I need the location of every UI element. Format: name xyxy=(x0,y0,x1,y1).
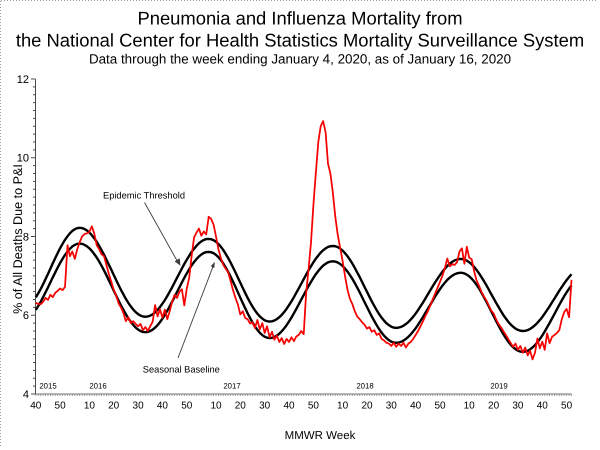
svg-text:40: 40 xyxy=(283,401,295,412)
svg-text:12: 12 xyxy=(17,74,29,86)
svg-text:30: 30 xyxy=(386,401,398,412)
svg-text:10: 10 xyxy=(210,401,222,412)
svg-text:MMWR Week: MMWR Week xyxy=(285,430,356,442)
svg-text:20: 20 xyxy=(235,401,247,412)
svg-text:50: 50 xyxy=(434,401,446,412)
svg-text:10: 10 xyxy=(337,401,349,412)
svg-text:50: 50 xyxy=(561,401,573,412)
svg-text:2017: 2017 xyxy=(223,382,240,391)
svg-text:10: 10 xyxy=(17,153,29,165)
svg-text:20: 20 xyxy=(361,401,373,412)
svg-text:50: 50 xyxy=(181,401,193,412)
svg-text:10: 10 xyxy=(464,401,476,412)
svg-text:20: 20 xyxy=(488,401,500,412)
svg-text:30: 30 xyxy=(259,401,271,412)
svg-text:Epidemic Threshold: Epidemic Threshold xyxy=(103,191,185,201)
svg-text:30: 30 xyxy=(133,401,145,412)
svg-text:40: 40 xyxy=(30,401,42,412)
svg-text:Pneumonia and Influenza Mortal: Pneumonia and Influenza Mortality from xyxy=(137,7,462,28)
svg-text:8: 8 xyxy=(23,231,29,243)
svg-text:Seasonal Baseline: Seasonal Baseline xyxy=(143,364,220,374)
svg-text:2015: 2015 xyxy=(39,382,57,391)
svg-text:20: 20 xyxy=(108,401,120,412)
svg-text:40: 40 xyxy=(157,401,169,412)
svg-text:50: 50 xyxy=(308,401,320,412)
svg-text:% of All Deaths Due to P&I: % of All Deaths Due to P&I xyxy=(11,164,25,314)
svg-text:40: 40 xyxy=(410,401,422,412)
svg-text:the National Center for Health: the National Center for Health Statistic… xyxy=(16,29,584,50)
svg-text:6: 6 xyxy=(23,310,29,322)
svg-text:2018: 2018 xyxy=(356,382,373,391)
svg-text:30: 30 xyxy=(512,401,524,412)
svg-text:50: 50 xyxy=(55,401,67,412)
svg-text:2019: 2019 xyxy=(490,382,507,391)
svg-text:Data through the week ending J: Data through the week ending January 4, … xyxy=(89,52,511,67)
svg-text:2016: 2016 xyxy=(89,382,106,391)
svg-text:4: 4 xyxy=(23,389,29,401)
svg-text:40: 40 xyxy=(537,401,549,412)
svg-text:10: 10 xyxy=(84,401,96,412)
